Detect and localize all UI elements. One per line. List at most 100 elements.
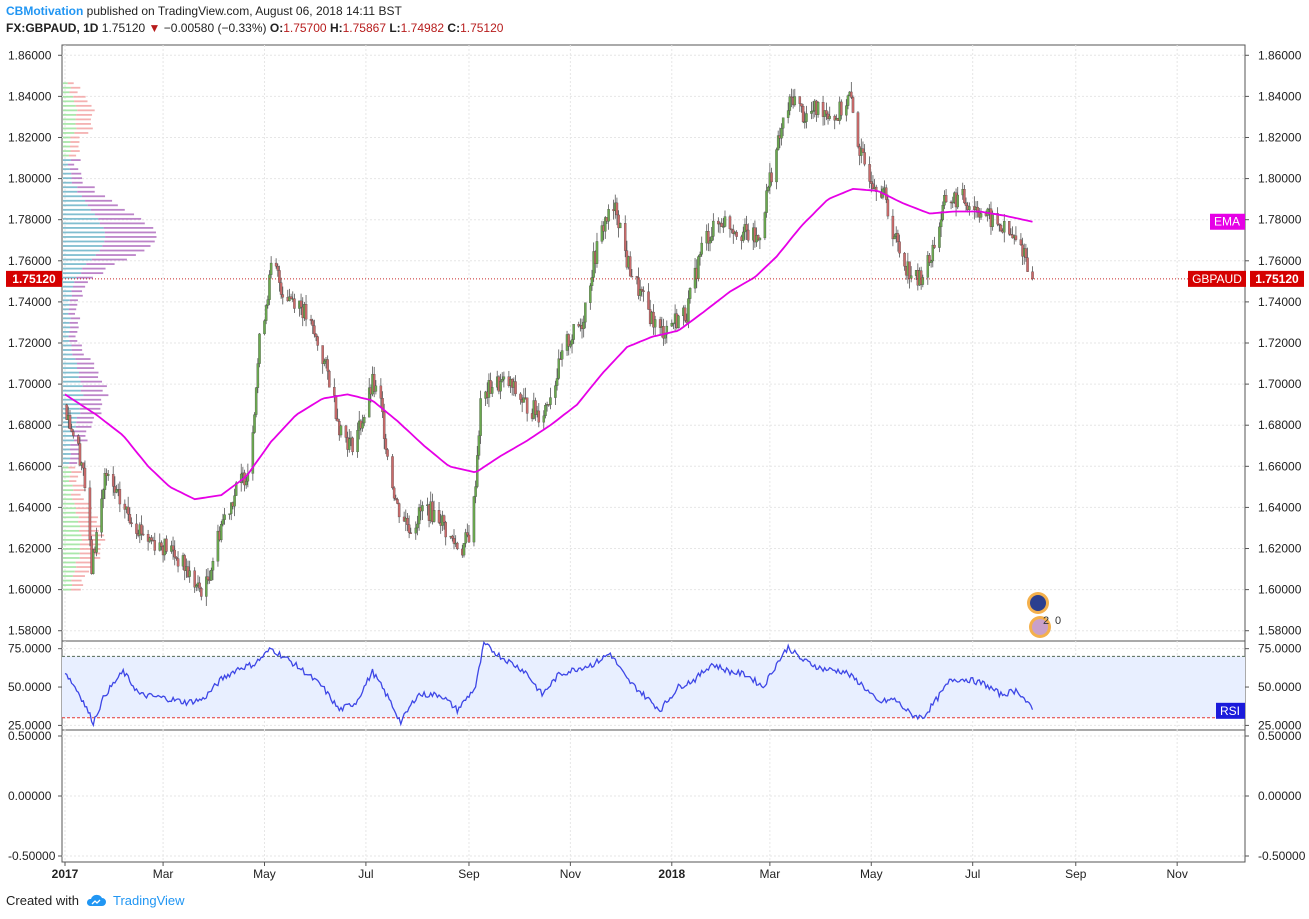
candle-body — [309, 319, 313, 321]
volume-profile-bar-up — [63, 588, 72, 591]
symbol-label[interactable]: FX:GBPAUD, 1D — [6, 21, 99, 35]
volume-profile-bar-up — [63, 240, 105, 243]
volume-profile-bar-up — [63, 462, 70, 464]
volume-profile-bar-up — [63, 326, 71, 329]
volume-profile-bar-down — [82, 267, 106, 270]
candle-body — [489, 380, 492, 394]
volume-profile-bar-down — [68, 312, 76, 315]
axes: 1.86000 1.86000 1.84000 1.84000 1.82000 1.820… — [8, 48, 1306, 881]
volume-profile-bar-up — [63, 529, 80, 532]
candle-body — [1024, 248, 1028, 258]
candle-body — [72, 431, 75, 436]
volume-profile-bar-up — [63, 403, 81, 406]
candle-body — [274, 262, 278, 267]
candle-body — [311, 320, 314, 326]
candle-body — [617, 214, 620, 229]
ema-series[interactable] — [64, 187, 1033, 501]
candle-body — [391, 456, 394, 489]
volume-profile-bar-up — [63, 127, 77, 130]
volume-profile-bar-down — [69, 299, 78, 302]
candle-body — [615, 202, 619, 216]
candle-body — [1031, 271, 1034, 280]
volume-profile-bar-up — [63, 321, 70, 324]
volume-profile-bar-up — [63, 123, 76, 125]
candle-body — [442, 515, 446, 523]
candle-body — [409, 532, 413, 534]
candle-body — [554, 385, 557, 398]
volume-profile-bar-up — [63, 168, 70, 171]
volume-profile-bar-down — [103, 227, 154, 229]
volume-profile-bar-down — [68, 308, 77, 311]
candle-body — [998, 224, 1001, 226]
candle-body — [193, 570, 196, 588]
volume-profile-bar-down — [68, 163, 75, 166]
volume-profile-bar-down — [72, 498, 84, 501]
candle-body — [898, 241, 901, 254]
volume-profile-bar-down — [74, 502, 89, 505]
candle-body — [348, 438, 351, 450]
ohlc-header: FX:GBPAUD, 1D 1.75120 ▼ −0.00580 (−0.33%… — [6, 21, 503, 35]
candlestick-series[interactable] — [65, 81, 1034, 606]
candle-body — [140, 524, 143, 535]
volume-profile-bar-up — [63, 430, 74, 433]
candle-body — [893, 236, 896, 240]
volume-profile-bar-down — [70, 136, 80, 139]
candle-body — [747, 229, 750, 241]
close-label: C: — [447, 21, 461, 35]
candle-body — [165, 538, 168, 552]
volume-profile-bar-up — [63, 484, 73, 487]
candle-body — [316, 336, 319, 346]
volume-profile-bar-up — [63, 100, 75, 103]
candle-body — [775, 149, 778, 183]
volume-profile-bar-up — [63, 109, 78, 112]
volume-profile-bar-down — [79, 548, 101, 550]
tradingview-link[interactable]: TradingView — [112, 893, 185, 908]
candle-body — [466, 532, 469, 536]
volume-profile-bar-up — [63, 258, 92, 261]
candle-body — [228, 513, 231, 515]
rsi-series[interactable] — [62, 641, 1245, 728]
author-link[interactable]: CBMotivation — [6, 4, 84, 18]
candle-body — [560, 350, 564, 360]
volume-profile-bar-up — [63, 263, 87, 265]
open-value: 1.75700 — [283, 21, 327, 35]
candle-body — [101, 489, 105, 500]
volume-profile-bar-down — [90, 208, 125, 211]
volume-profile-bar-down — [68, 335, 76, 338]
volume-profile-bar-up — [63, 394, 84, 397]
candle-body — [963, 189, 966, 204]
volume-profile-bar-up — [63, 177, 72, 180]
volume-profile-bar-down — [75, 104, 92, 107]
candle-body — [519, 393, 522, 400]
candle-body — [135, 523, 138, 534]
candle-body — [758, 237, 762, 241]
candle-body — [258, 333, 261, 364]
x-tick-label: Sep — [1065, 867, 1087, 881]
candle-body — [803, 121, 807, 123]
candle-body — [582, 321, 585, 330]
candle-body — [903, 252, 906, 267]
volume-profile-bar-down — [70, 457, 79, 460]
volume-profile-bar-up — [63, 159, 71, 161]
candle-body — [299, 300, 303, 308]
volume-profile-bar-up — [63, 150, 71, 152]
volume-profile-bar-up — [63, 385, 83, 388]
candle-body — [130, 522, 133, 525]
candle-body — [254, 387, 258, 415]
rsi-y-tick-right: 50.0000 — [1258, 680, 1302, 694]
volume-profile-bar-down — [72, 575, 85, 577]
volume-profile-bar-up — [63, 376, 79, 379]
candle-body — [416, 523, 419, 529]
candle-body — [707, 231, 710, 244]
candle-body — [407, 524, 411, 533]
candle-body — [871, 183, 875, 189]
price-y-tick-left: 1.64000 — [8, 500, 52, 514]
volume-profile-bar-down — [73, 430, 87, 433]
volume-profile-bar-up — [63, 548, 80, 550]
price-y-tick-right: 1.72000 — [1258, 336, 1302, 350]
candle-body — [991, 213, 994, 227]
volume-profile-bar-up — [63, 222, 100, 225]
volume-profile-bar-down — [78, 516, 98, 519]
